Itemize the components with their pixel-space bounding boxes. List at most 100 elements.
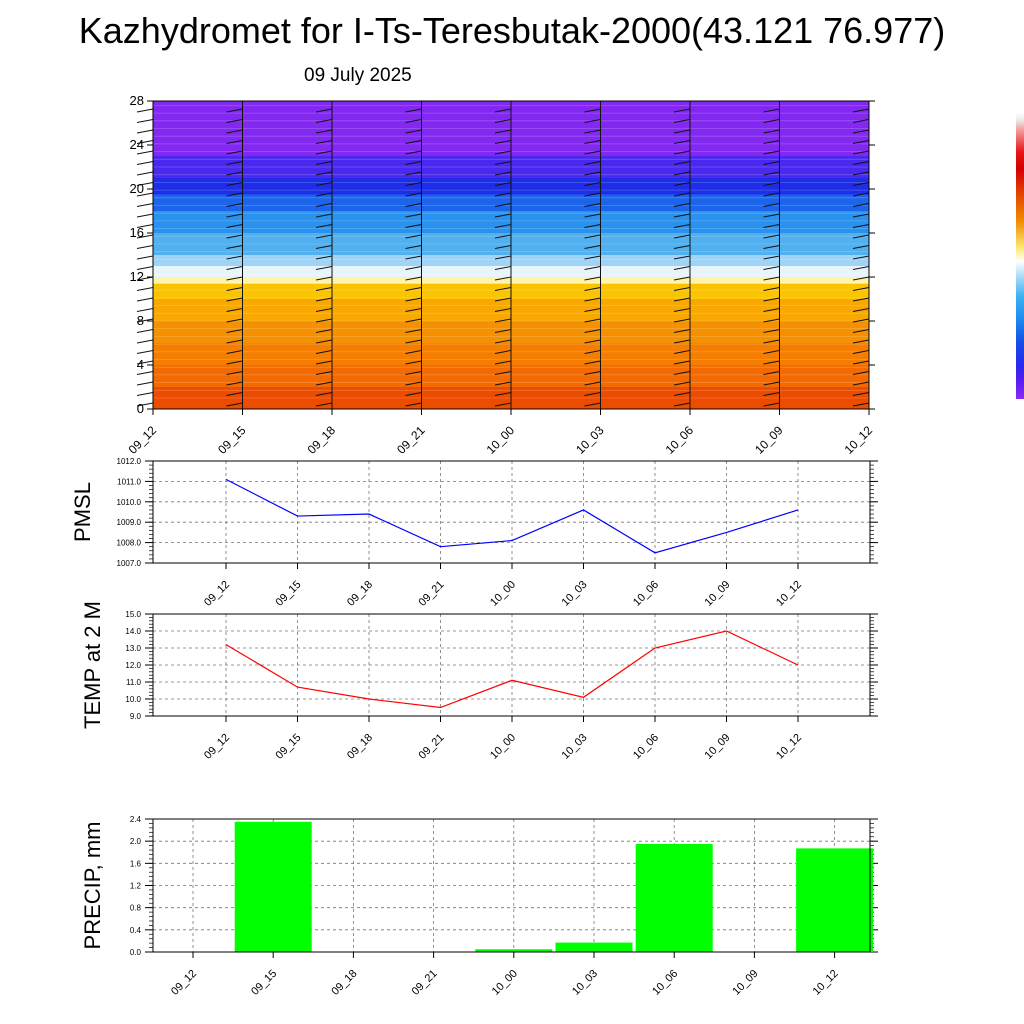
y-tick-label: 4: [137, 357, 144, 372]
wind-barb: [584, 329, 601, 333]
wind-barb: [763, 192, 780, 197]
x-tick-label: 10_12: [842, 423, 876, 457]
wind-barb: [763, 329, 780, 333]
y-tick-label: 0: [137, 401, 144, 416]
x-tick-label: 10_06: [631, 579, 661, 609]
wind-barb: [673, 360, 691, 365]
wind-barb: [584, 402, 601, 407]
wind-barb: [226, 287, 243, 291]
wind-barb: [494, 266, 512, 270]
wind-barb: [494, 339, 512, 344]
wind-barb: [226, 234, 243, 239]
wind-barb: [136, 182, 154, 186]
wind-barb: [763, 245, 780, 249]
wind-barb: [315, 234, 333, 239]
x-tick-label: 10_09: [703, 579, 733, 609]
wind-barb: [763, 297, 780, 302]
wind-barb: [852, 318, 870, 323]
wind-barb: [673, 392, 691, 396]
x-tick-label: 10_09: [730, 968, 760, 998]
wind-barb: [584, 245, 601, 249]
wind-barb: [226, 297, 243, 302]
wind-barb: [852, 245, 870, 249]
wind-barb: [673, 140, 691, 144]
wind-barb: [852, 360, 870, 365]
y-tick-label: 13.0: [125, 644, 141, 653]
wind-barb: [673, 402, 691, 407]
wind-barb: [136, 245, 154, 249]
y-tick-label: 15.0: [125, 610, 141, 619]
wind-barb: [494, 119, 512, 123]
wind-barb: [673, 255, 691, 260]
wind-barb: [852, 108, 870, 113]
wind-barb: [584, 255, 601, 260]
wind-barb: [405, 182, 422, 186]
wind-barb: [136, 213, 154, 218]
wind-barb: [226, 245, 243, 249]
x-tick-label: 10_00: [484, 423, 518, 457]
wind-barb: [584, 119, 601, 123]
x-tick-label: 10_00: [488, 732, 518, 762]
wind-barb: [673, 339, 691, 344]
wind-barb: [584, 350, 601, 354]
y-tick-label: 0.0: [130, 948, 142, 957]
chart-title: Kazhydromet for I-Ts-Teresbutak-2000(43.…: [78, 10, 946, 51]
wind-barb: [584, 140, 601, 144]
wind-barb: [763, 318, 780, 323]
y-tick-label: 14.0: [125, 627, 141, 636]
wind-barb: [315, 108, 333, 113]
wind-barb: [136, 318, 154, 323]
wind-barb: [405, 234, 422, 239]
wind-barb: [673, 329, 691, 333]
wind-barb: [136, 266, 154, 270]
y-tick-label: 12.0: [125, 661, 141, 670]
x-tick-label: 10_03: [573, 423, 607, 457]
wind-barb: [136, 371, 154, 375]
wind-barb: [673, 245, 691, 249]
plot-frame: [152, 613, 871, 717]
wind-barb: [315, 276, 333, 281]
wind-barb: [226, 329, 243, 333]
y-tick-label: 1009.0: [117, 518, 142, 527]
x-tick-label: 09_18: [305, 423, 339, 457]
wind-barb: [136, 402, 154, 407]
wind-barb: [763, 224, 780, 228]
color-scale-bar: [1016, 112, 1024, 399]
y-tick-label: 2.0: [130, 837, 142, 846]
x-tick-label: 09_15: [215, 423, 249, 457]
wind-barb: [673, 318, 691, 323]
wind-barb: [584, 318, 601, 323]
wind-barb: [584, 339, 601, 344]
wind-barb: [852, 329, 870, 333]
wind-barb: [673, 287, 691, 291]
wind-barb: [763, 371, 780, 375]
wind-barb: [226, 371, 243, 375]
y-tick-label: 16: [130, 225, 144, 240]
wind-barb: [136, 129, 154, 134]
wind-barb: [226, 108, 243, 113]
wind-barb: [226, 224, 243, 228]
wind-barb: [315, 297, 333, 302]
wind-barb: [763, 308, 780, 312]
wind-barb: [494, 392, 512, 396]
wind-barb: [315, 360, 333, 365]
wind-barb: [405, 150, 422, 155]
x-tick-label: 10_12: [811, 968, 841, 998]
wind-barb: [315, 402, 333, 407]
wind-barb: [405, 350, 422, 354]
wind-barb: [226, 182, 243, 186]
y-tick-label: 1012.0: [117, 457, 142, 466]
wind-barb: [494, 140, 512, 144]
wind-barb: [673, 350, 691, 354]
wind-barb: [763, 161, 780, 165]
wind-barb: [584, 192, 601, 197]
wind-barb: [763, 266, 780, 270]
wind-barb: [852, 287, 870, 291]
wind-barb: [494, 371, 512, 375]
wind-barb: [405, 119, 422, 123]
wind-barb: [673, 308, 691, 312]
wind-barb: [405, 192, 422, 197]
wind-barb: [226, 192, 243, 197]
wind-barb: [763, 171, 780, 176]
wind-barb: [852, 150, 870, 155]
